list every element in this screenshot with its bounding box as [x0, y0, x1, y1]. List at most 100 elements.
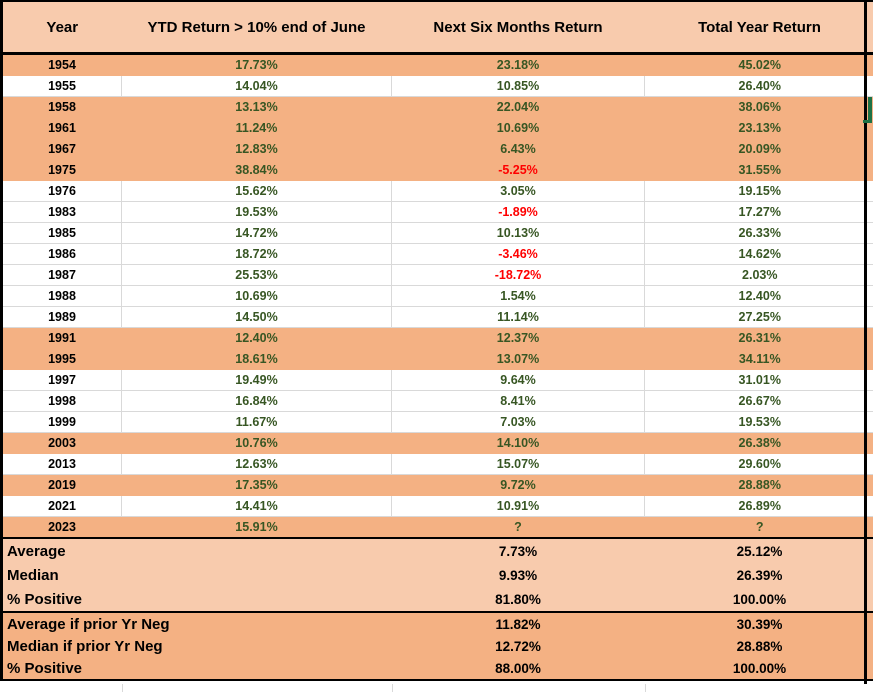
total-summary-cell[interactable]: 30.39%	[644, 612, 873, 635]
ytd-cell[interactable]: 19.53%	[121, 201, 392, 223]
next6-cell[interactable]: 7.03%	[391, 411, 645, 433]
total-cell[interactable]: 38.06%	[644, 96, 873, 118]
ytd-cell[interactable]: 16.84%	[121, 390, 392, 412]
year-cell[interactable]: 1998	[1, 390, 122, 412]
year-cell[interactable]: 1989	[1, 306, 122, 328]
next6-summary-cell[interactable]: 11.82%	[391, 612, 645, 635]
col-header-year[interactable]: Year	[1, 1, 122, 55]
year-cell[interactable]: 1954	[1, 53, 122, 76]
year-cell[interactable]: 1986	[1, 243, 122, 265]
total-cell[interactable]: 45.02%	[644, 53, 873, 76]
total-cell[interactable]: ?	[644, 516, 873, 539]
ytd-cell[interactable]: 18.61%	[121, 348, 392, 370]
ytd-cell[interactable]: 18.72%	[121, 243, 392, 265]
total-cell[interactable]: 2.03%	[644, 264, 873, 286]
next6-cell[interactable]: 12.37%	[391, 327, 645, 349]
next6-summary-cell[interactable]: 9.93%	[391, 563, 645, 587]
col-header-next6[interactable]: Next Six Months Return	[391, 1, 645, 55]
year-cell[interactable]: 2023	[1, 516, 122, 539]
total-cell[interactable]: 28.88%	[644, 474, 873, 496]
total-cell[interactable]: 26.31%	[644, 327, 873, 349]
year-cell[interactable]: 1987	[1, 264, 122, 286]
ytd-cell[interactable]: 12.63%	[121, 453, 392, 475]
next6-cell[interactable]: 9.64%	[391, 369, 645, 391]
total-cell[interactable]: 19.53%	[644, 411, 873, 433]
year-cell[interactable]: 1997	[1, 369, 122, 391]
col-header-total[interactable]: Total Year Return	[644, 1, 873, 55]
ytd-cell[interactable]: 11.24%	[121, 117, 392, 139]
next6-cell[interactable]: 10.85%	[391, 75, 645, 97]
total-summary-cell[interactable]: 25.12%	[644, 538, 873, 563]
next6-cell[interactable]: 1.54%	[391, 285, 645, 307]
year-cell[interactable]: 1955	[1, 75, 122, 97]
ytd-cell[interactable]: 14.04%	[121, 75, 392, 97]
total-cell[interactable]: 31.01%	[644, 369, 873, 391]
ytd-cell[interactable]: 14.72%	[121, 222, 392, 244]
total-cell[interactable]: 29.60%	[644, 453, 873, 475]
ytd-cell[interactable]: 12.40%	[121, 327, 392, 349]
year-cell[interactable]: 2013	[1, 453, 122, 475]
year-cell[interactable]: 1975	[1, 159, 122, 181]
total-cell[interactable]: 27.25%	[644, 306, 873, 328]
year-cell[interactable]: 2003	[1, 432, 122, 454]
year-cell[interactable]: 1983	[1, 201, 122, 223]
next6-cell[interactable]: 8.41%	[391, 390, 645, 412]
next6-summary-cell[interactable]: 12.72%	[391, 635, 645, 657]
ytd-cell[interactable]: 19.49%	[121, 369, 392, 391]
ytd-cell[interactable]: 38.84%	[121, 159, 392, 181]
total-cell[interactable]: 23.13%	[644, 117, 873, 139]
col-header-ytd[interactable]: YTD Return > 10% end of June	[121, 1, 392, 55]
next6-cell[interactable]: 13.07%	[391, 348, 645, 370]
year-cell[interactable]: 1958	[1, 96, 122, 118]
total-summary-cell[interactable]: 100.00%	[644, 657, 873, 680]
total-cell[interactable]: 26.40%	[644, 75, 873, 97]
total-cell[interactable]: 26.33%	[644, 222, 873, 244]
ytd-cell[interactable]: 17.73%	[121, 53, 392, 76]
total-cell[interactable]: 34.11%	[644, 348, 873, 370]
summary-label[interactable]: Median if prior Yr Neg	[1, 635, 392, 657]
next6-cell[interactable]: 11.14%	[391, 306, 645, 328]
next6-cell[interactable]: 3.05%	[391, 180, 645, 202]
ytd-cell[interactable]: 11.67%	[121, 411, 392, 433]
next6-summary-cell[interactable]: 7.73%	[391, 538, 645, 563]
ytd-cell[interactable]: 12.83%	[121, 138, 392, 160]
summary-label[interactable]: Average if prior Yr Neg	[1, 612, 392, 635]
year-cell[interactable]: 1985	[1, 222, 122, 244]
total-cell[interactable]: 26.67%	[644, 390, 873, 412]
year-cell[interactable]: 2021	[1, 495, 122, 517]
year-cell[interactable]: 1961	[1, 117, 122, 139]
total-cell[interactable]: 14.62%	[644, 243, 873, 265]
total-cell[interactable]: 12.40%	[644, 285, 873, 307]
total-cell[interactable]: 17.27%	[644, 201, 873, 223]
ytd-cell[interactable]: 13.13%	[121, 96, 392, 118]
next6-cell[interactable]: ?	[391, 516, 645, 539]
next6-cell[interactable]: -3.46%	[391, 243, 645, 265]
ytd-cell[interactable]: 10.76%	[121, 432, 392, 454]
ytd-cell[interactable]: 14.50%	[121, 306, 392, 328]
next6-cell[interactable]: -18.72%	[391, 264, 645, 286]
ytd-cell[interactable]: 10.69%	[121, 285, 392, 307]
ytd-cell[interactable]: 14.41%	[121, 495, 392, 517]
year-cell[interactable]: 2019	[1, 474, 122, 496]
total-cell[interactable]: 26.89%	[644, 495, 873, 517]
next6-cell[interactable]: -1.89%	[391, 201, 645, 223]
summary-label[interactable]: % Positive	[1, 657, 392, 680]
next6-cell[interactable]: -5.25%	[391, 159, 645, 181]
total-cell[interactable]: 26.38%	[644, 432, 873, 454]
next6-cell[interactable]: 22.04%	[391, 96, 645, 118]
total-cell[interactable]: 19.15%	[644, 180, 873, 202]
total-cell[interactable]: 31.55%	[644, 159, 873, 181]
next6-cell[interactable]: 15.07%	[391, 453, 645, 475]
summary-label[interactable]: % Positive	[1, 587, 392, 612]
ytd-cell[interactable]: 17.35%	[121, 474, 392, 496]
year-cell[interactable]: 1988	[1, 285, 122, 307]
ytd-cell[interactable]: 25.53%	[121, 264, 392, 286]
total-summary-cell[interactable]: 100.00%	[644, 587, 873, 612]
next6-summary-cell[interactable]: 88.00%	[391, 657, 645, 680]
total-summary-cell[interactable]: 26.39%	[644, 563, 873, 587]
year-cell[interactable]: 1967	[1, 138, 122, 160]
year-cell[interactable]: 1991	[1, 327, 122, 349]
year-cell[interactable]: 1999	[1, 411, 122, 433]
next6-summary-cell[interactable]: 81.80%	[391, 587, 645, 612]
summary-label[interactable]: Median	[1, 563, 392, 587]
